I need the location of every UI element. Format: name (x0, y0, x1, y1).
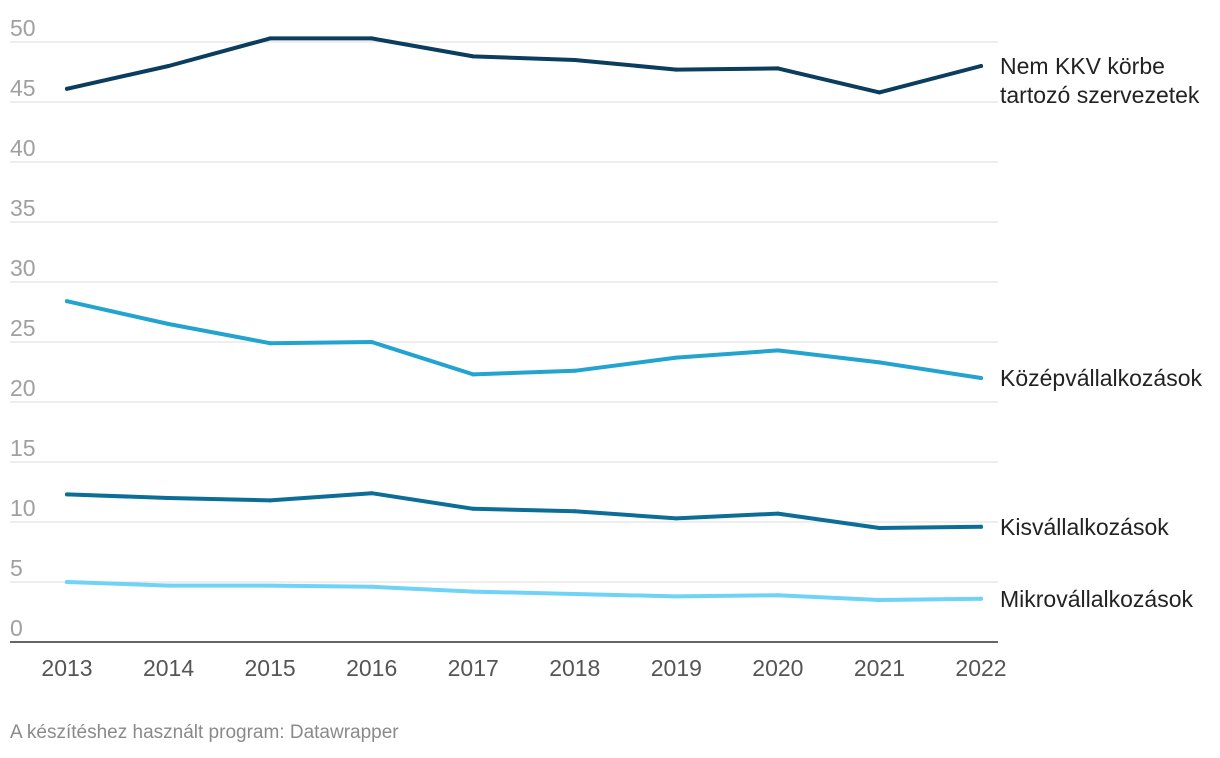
data-point (471, 372, 476, 377)
data-point (572, 509, 577, 514)
y-tick-label: 0 (10, 615, 23, 641)
data-point (369, 491, 374, 496)
data-point (674, 516, 679, 521)
data-point (877, 598, 882, 602)
data-point (979, 524, 983, 529)
data-point (471, 54, 476, 59)
data-point (369, 584, 374, 589)
x-tick-label: 2022 (955, 655, 1006, 681)
series-label: Nem KKV körbe (1000, 53, 1165, 79)
series-label: Középvállalkozások (1000, 365, 1203, 391)
series-line (65, 580, 983, 602)
x-tick-label: 2018 (549, 655, 600, 681)
y-tick-label: 45 (10, 75, 36, 101)
y-tick-label: 30 (10, 255, 36, 281)
y-tick-label: 50 (10, 15, 36, 41)
x-tick-label: 2014 (143, 655, 194, 681)
data-point (166, 496, 171, 500)
data-point (65, 492, 69, 497)
x-axis-ticks: 2013 2014 2015 2016 2017 2018 2019 2020 2021 2022 (41, 655, 1006, 681)
data-point (166, 322, 171, 326)
data-point (268, 583, 273, 588)
y-tick-label: 10 (10, 495, 36, 521)
x-tick-label: 2017 (448, 655, 499, 681)
x-tick-label: 2021 (854, 655, 905, 681)
data-point (268, 498, 273, 503)
data-point (572, 58, 577, 62)
source-footer: A készítéshez használt program: Datawrap… (10, 722, 399, 743)
data-point (268, 36, 273, 41)
data-point (572, 368, 577, 373)
x-tick-label: 2015 (245, 655, 296, 681)
data-point (979, 376, 983, 380)
data-point (65, 299, 69, 304)
data-point (775, 593, 780, 598)
y-tick-label: 20 (10, 375, 36, 401)
x-tick-label: 2016 (346, 655, 397, 681)
data-point (877, 360, 882, 365)
series-label: tartozó szervezetek (1000, 82, 1200, 108)
data-point (268, 341, 273, 346)
data-point (979, 596, 983, 601)
data-point (674, 355, 679, 360)
gridlines (10, 41, 998, 583)
series-label: Mikrovállalkozások (1000, 586, 1194, 612)
data-point (979, 64, 983, 68)
data-point (369, 340, 374, 344)
data-point (775, 66, 780, 71)
y-tick-label: 5 (10, 555, 23, 581)
x-tick-label: 2013 (41, 655, 92, 681)
series-line (65, 36, 983, 95)
series-labels: Nem KKV körbe tartozó szervezetek Középvál… (1000, 53, 1203, 612)
data-point (674, 67, 679, 72)
y-tick-label: 40 (10, 135, 36, 161)
data-point (166, 583, 171, 588)
series-label: Kisvállalkozások (1000, 514, 1169, 540)
y-tick-label: 25 (10, 315, 36, 341)
x-tick-label: 2019 (651, 655, 702, 681)
data-point (877, 90, 882, 95)
data-point (674, 594, 679, 599)
data-point (775, 348, 780, 353)
y-axis-ticks: 0 5 10 15 20 25 30 35 40 45 50 (10, 15, 36, 641)
series-line (65, 491, 983, 530)
data-point (775, 511, 780, 516)
data-point (166, 64, 171, 68)
data-point (572, 592, 577, 596)
y-tick-label: 15 (10, 435, 36, 461)
series-lines (65, 36, 983, 602)
data-point (369, 36, 374, 41)
y-tick-label: 35 (10, 195, 36, 221)
data-point (65, 86, 69, 91)
data-point (471, 589, 476, 594)
series-line (65, 299, 983, 380)
x-tick-label: 2020 (752, 655, 803, 681)
data-point (877, 526, 882, 530)
data-point (65, 580, 69, 584)
data-point (471, 506, 476, 511)
